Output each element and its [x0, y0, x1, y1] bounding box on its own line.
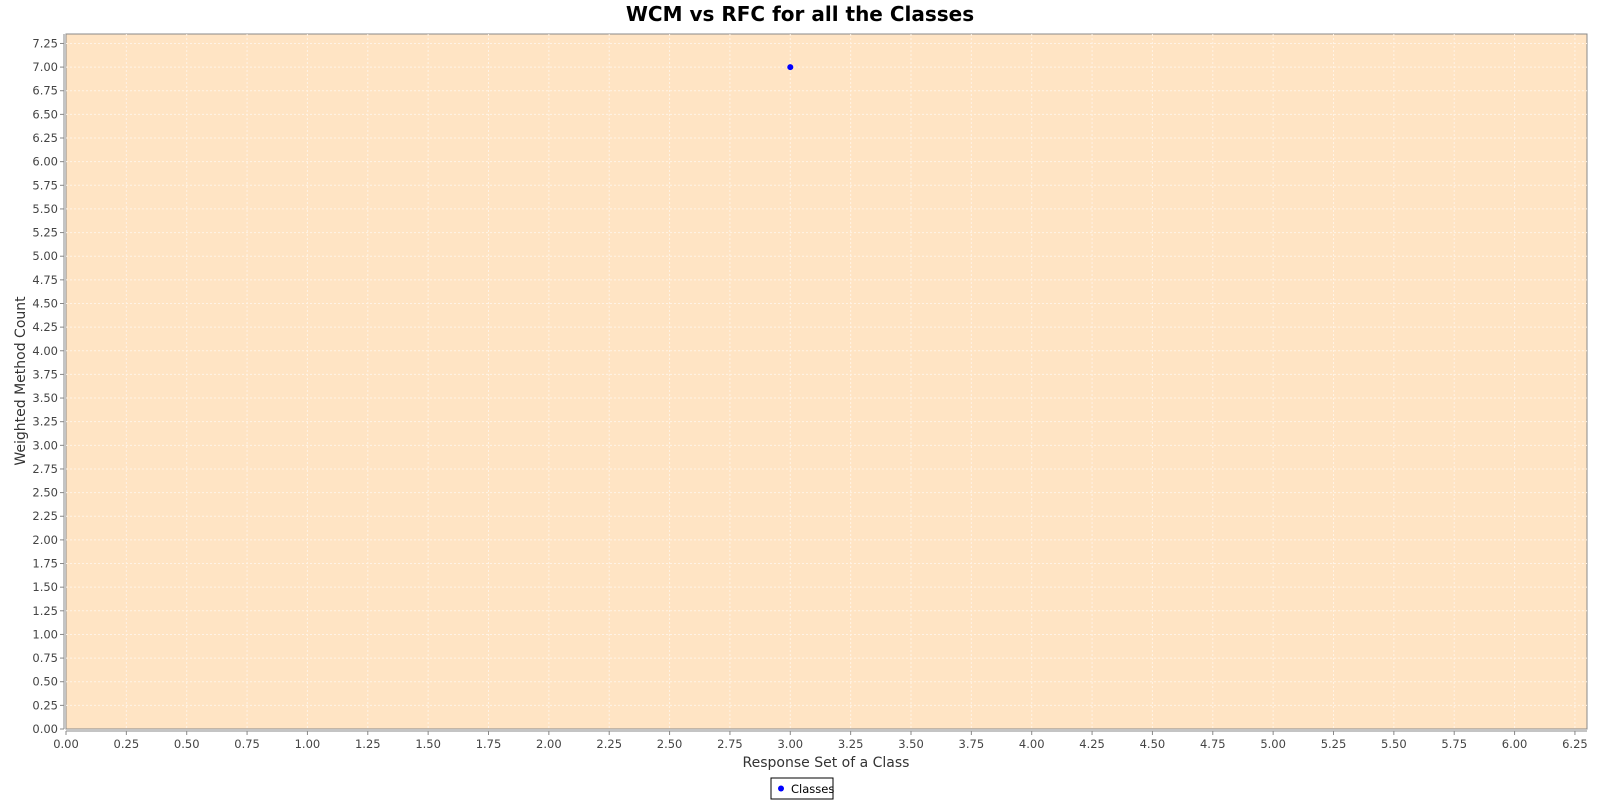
- legend: Classes: [770, 777, 834, 800]
- x-tick-label: 6.00: [1502, 737, 1528, 751]
- y-tick-label: 0.00: [32, 722, 58, 736]
- y-tick-label: 5.25: [32, 226, 58, 240]
- y-tick-label: 6.25: [32, 131, 58, 145]
- y-tick-label: 3.75: [32, 367, 58, 381]
- x-tick-label: 3.75: [959, 737, 985, 751]
- y-tick-label: 2.00: [32, 533, 58, 547]
- x-tick-label: 4.25: [1079, 737, 1105, 751]
- data-points: [787, 64, 794, 71]
- y-tick-label: 0.75: [32, 651, 58, 665]
- x-tick-label: 1.00: [295, 737, 321, 751]
- y-tick-label: 5.00: [32, 249, 58, 263]
- x-tick-label: 0.00: [53, 737, 79, 751]
- y-tick-label: 7.00: [32, 60, 58, 74]
- data-point: [787, 64, 794, 71]
- x-tick-label: 2.25: [596, 737, 622, 751]
- y-tick-label: 0.50: [32, 675, 58, 689]
- x-tick-label: 4.75: [1200, 737, 1226, 751]
- y-tick-label: 1.75: [32, 557, 58, 571]
- y-tick-label: 1.00: [32, 627, 58, 641]
- y-tick-label: 5.75: [32, 178, 58, 192]
- y-tick-label: 1.50: [32, 580, 58, 594]
- y-axis-label: Weighted Method Count: [13, 296, 29, 466]
- y-tick-label: 4.25: [32, 320, 58, 334]
- y-tick-label: 3.00: [32, 438, 58, 452]
- y-tick-label: 3.50: [32, 391, 58, 405]
- y-tick-label: 6.00: [32, 155, 58, 169]
- x-tick-label: 3.25: [838, 737, 864, 751]
- x-tick-label: 5.00: [1260, 737, 1286, 751]
- y-tick-label: 0.25: [32, 698, 58, 712]
- y-tick-label: 3.25: [32, 415, 58, 429]
- x-tick-label: 0.25: [114, 737, 140, 751]
- x-tick-label: 4.50: [1140, 737, 1166, 751]
- x-tick-label: 4.00: [1019, 737, 1045, 751]
- y-tick-label: 6.75: [32, 84, 58, 98]
- y-tick-label: 2.75: [32, 462, 58, 476]
- x-axis-label: Response Set of a Class: [743, 755, 910, 771]
- y-tick-label: 1.25: [32, 604, 58, 618]
- x-tick-label: 0.75: [234, 737, 260, 751]
- legend-box: [770, 777, 834, 800]
- y-tick-label: 2.50: [32, 486, 58, 500]
- grid-lines: [66, 34, 1587, 729]
- legend-marker: [778, 785, 784, 792]
- y-tick-label: 7.25: [32, 36, 58, 50]
- y-tick-label: 5.50: [32, 202, 58, 216]
- x-axis: 0.00 0.25 0.50 0.75 1.00 1.25 1.50 1.75 2.00 2.25…: [53, 730, 1588, 751]
- x-tick-label: 1.50: [415, 737, 441, 751]
- x-tick-label: 1.75: [476, 737, 502, 751]
- x-tick-label: 5.25: [1321, 737, 1347, 751]
- x-tick-label: 1.25: [355, 737, 381, 751]
- y-tick-label: 2.25: [32, 509, 58, 523]
- legend-label: Classes: [791, 782, 834, 796]
- x-tick-label: 3.50: [898, 737, 924, 751]
- x-tick-label: 5.50: [1381, 737, 1407, 751]
- x-tick-label: 2.50: [657, 737, 683, 751]
- x-tick-label: 2.00: [536, 737, 562, 751]
- y-tick-label: 4.00: [32, 344, 58, 358]
- y-tick-label: 4.50: [32, 296, 58, 310]
- x-tick-label: 5.75: [1441, 737, 1467, 751]
- x-tick-label: 0.50: [174, 737, 200, 751]
- y-tick-label: 6.50: [32, 107, 58, 121]
- x-tick-label: 3.00: [777, 737, 803, 751]
- plot-area: [65, 33, 1588, 730]
- y-tick-label: 4.75: [32, 273, 58, 287]
- x-tick-label: 6.25: [1562, 737, 1588, 751]
- x-tick-label: 2.75: [717, 737, 743, 751]
- y-axis: 0.00 0.25 0.50 0.75 1.00 1.25 1.50 1.75 2.00 2.25…: [32, 34, 65, 736]
- chart-title: WCM vs RFC for all the Classes: [626, 2, 974, 26]
